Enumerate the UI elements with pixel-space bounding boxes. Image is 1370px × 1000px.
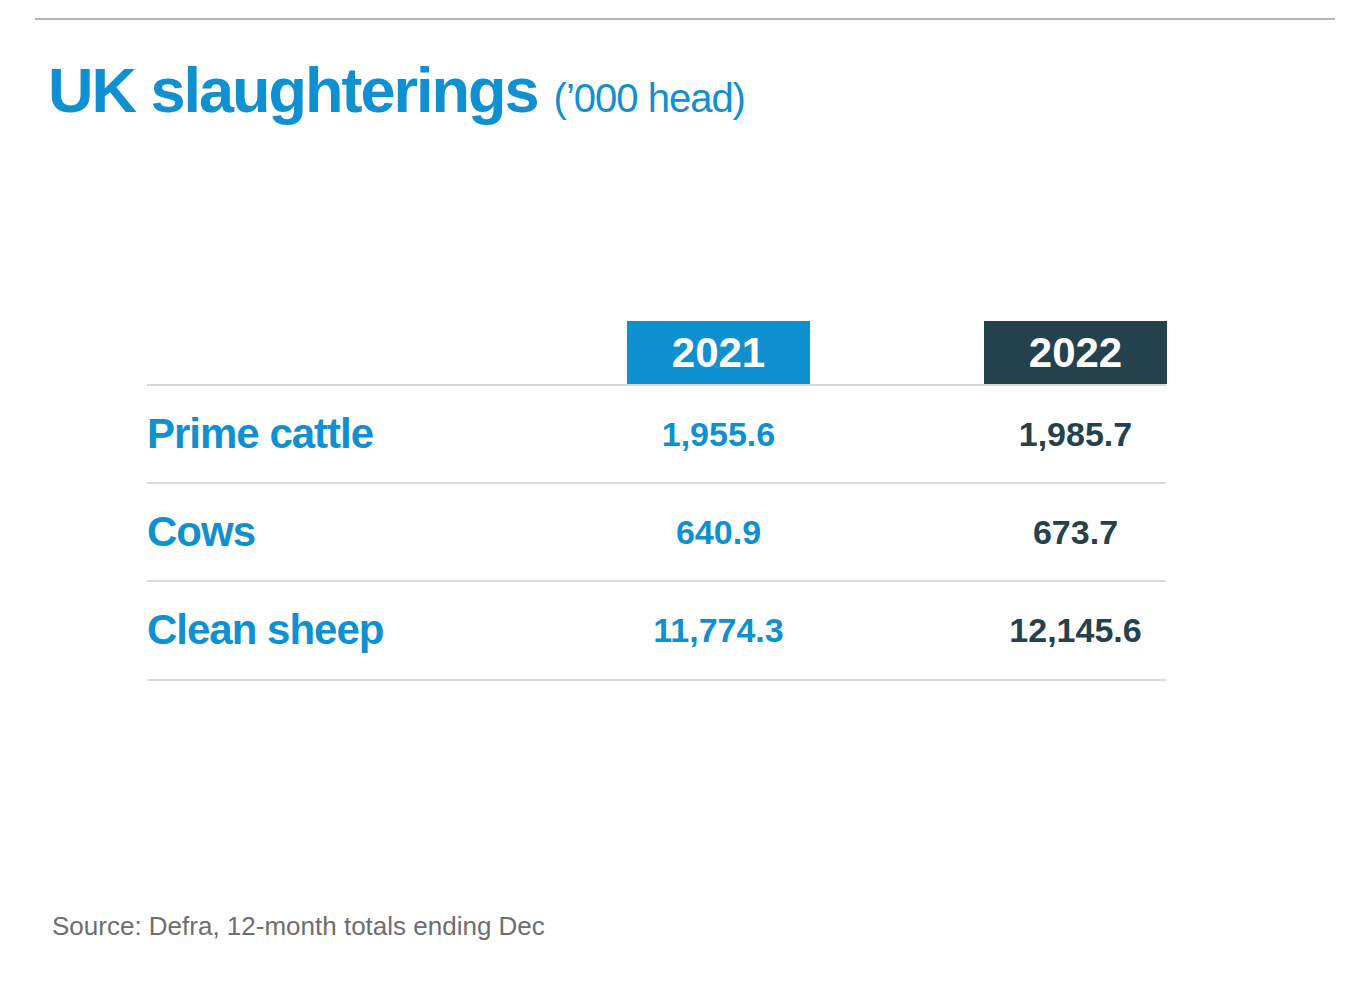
- cows-2022-value: 673.7: [984, 513, 1167, 552]
- row-label-clean-sheep: Clean sheep: [147, 606, 383, 654]
- page-title: UK slaughterings (’000 head): [48, 56, 745, 125]
- column-header-2022: 2022: [984, 321, 1167, 384]
- chart-title: UK slaughterings: [48, 56, 538, 125]
- chart-page: UK slaughterings (’000 head) 2021 2022 P…: [0, 0, 1370, 1000]
- chart-units: (’000 head): [554, 76, 745, 121]
- clean-sheep-2021-value: 11,774.3: [627, 611, 810, 650]
- table-row: Clean sheep 11,774.3 12,145.6: [147, 582, 1166, 678]
- prime-cattle-2022-value: 1,985.7: [984, 415, 1167, 454]
- top-divider: [35, 18, 1335, 20]
- table-bottom-divider: [147, 679, 1166, 681]
- table-row: Cows 640.9 673.7: [147, 484, 1166, 580]
- column-header-2021: 2021: [627, 321, 810, 384]
- source-note: Source: Defra, 12-month totals ending De…: [52, 911, 545, 942]
- clean-sheep-2022-value: 12,145.6: [984, 611, 1167, 650]
- cows-2021-value: 640.9: [627, 513, 810, 552]
- row-label-prime-cattle: Prime cattle: [147, 410, 373, 458]
- row-label-cows: Cows: [147, 508, 255, 556]
- table-row: Prime cattle 1,955.6 1,985.7: [147, 386, 1166, 482]
- prime-cattle-2021-value: 1,955.6: [627, 415, 810, 454]
